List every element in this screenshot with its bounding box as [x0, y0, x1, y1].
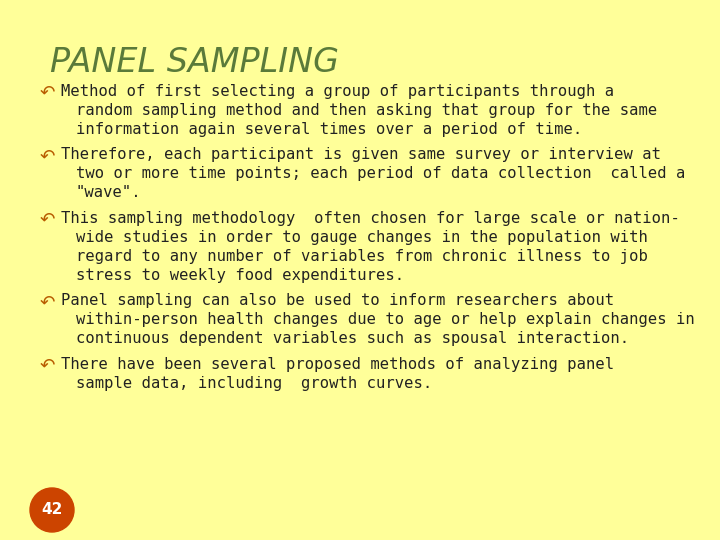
Text: ↶: ↶: [40, 293, 55, 312]
Text: This sampling methodology  often chosen for large scale or nation-: This sampling methodology often chosen f…: [61, 211, 680, 226]
Text: ↶: ↶: [40, 357, 55, 375]
Circle shape: [30, 488, 74, 532]
Text: ↶: ↶: [40, 211, 55, 229]
Text: Panel sampling can also be used to inform researchers about: Panel sampling can also be used to infor…: [61, 293, 614, 308]
Text: PANEL SAMPLING: PANEL SAMPLING: [50, 46, 339, 79]
Text: Method of first selecting a group of participants through a: Method of first selecting a group of par…: [61, 84, 614, 99]
Text: stress to weekly food expenditures.: stress to weekly food expenditures.: [76, 268, 404, 283]
Text: ↶: ↶: [40, 147, 55, 165]
Text: within-person health changes due to age or help explain changes in: within-person health changes due to age …: [76, 312, 694, 327]
Text: ↶: ↶: [40, 84, 55, 102]
Text: sample data, including  growth curves.: sample data, including growth curves.: [76, 376, 432, 391]
Text: There have been several proposed methods of analyzing panel: There have been several proposed methods…: [61, 357, 614, 372]
Text: continuous dependent variables such as spousal interaction.: continuous dependent variables such as s…: [76, 332, 629, 346]
Text: random sampling method and then asking that group for the same: random sampling method and then asking t…: [76, 103, 657, 118]
Text: two or more time points; each period of data collection  called a: two or more time points; each period of …: [76, 166, 685, 181]
Text: "wave".: "wave".: [76, 185, 141, 200]
Text: 42: 42: [41, 503, 63, 517]
Text: regard to any number of variables from chronic illness to job: regard to any number of variables from c…: [76, 249, 647, 264]
Text: information again several times over a period of time.: information again several times over a p…: [76, 122, 582, 137]
Text: Therefore, each participant is given same survey or interview at: Therefore, each participant is given sam…: [61, 147, 661, 163]
Text: wide studies in order to gauge changes in the population with: wide studies in order to gauge changes i…: [76, 230, 647, 245]
